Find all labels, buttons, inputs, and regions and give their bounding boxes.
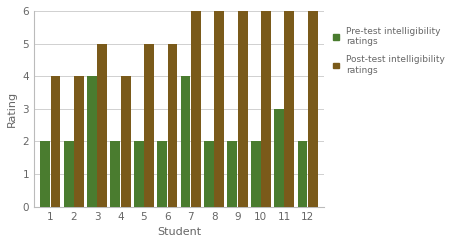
Bar <box>251 142 261 207</box>
Bar <box>144 44 154 207</box>
Bar <box>134 142 144 207</box>
Bar <box>308 11 318 207</box>
Bar <box>121 76 130 207</box>
Bar <box>157 142 167 207</box>
Bar <box>238 11 248 207</box>
Bar <box>180 76 190 207</box>
Bar <box>227 142 237 207</box>
Bar <box>204 142 214 207</box>
Y-axis label: Rating: Rating <box>7 91 17 127</box>
Bar <box>50 76 60 207</box>
Bar <box>284 11 294 207</box>
Bar <box>214 11 224 207</box>
Bar <box>167 44 177 207</box>
Bar <box>74 76 84 207</box>
Bar <box>40 142 50 207</box>
Legend: Pre-test intelligibility
ratings, Post-test intelligibility
ratings: Pre-test intelligibility ratings, Post-t… <box>331 25 446 77</box>
Bar <box>261 11 271 207</box>
Bar <box>191 11 201 207</box>
Bar <box>97 44 107 207</box>
Bar <box>110 142 120 207</box>
X-axis label: Student: Student <box>157 227 201 237</box>
Bar <box>64 142 73 207</box>
Bar <box>87 76 97 207</box>
Bar <box>274 109 284 207</box>
Bar <box>297 142 307 207</box>
